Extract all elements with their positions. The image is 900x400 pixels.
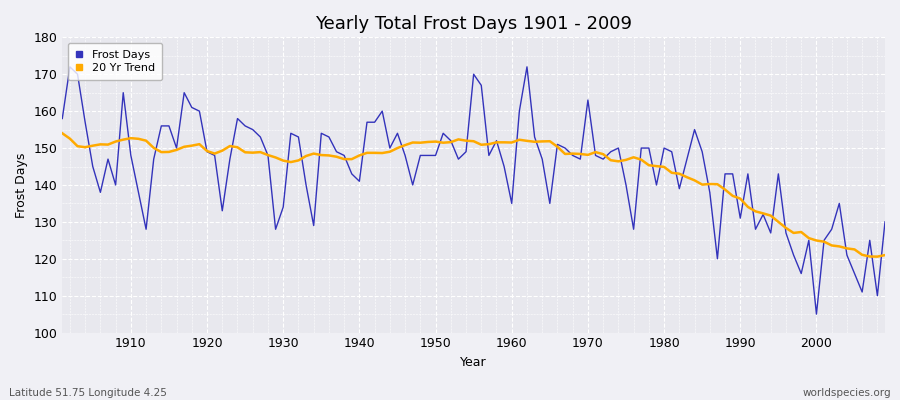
Legend: Frost Days, 20 Yr Trend: Frost Days, 20 Yr Trend [68, 43, 162, 80]
X-axis label: Year: Year [460, 356, 487, 369]
Title: Yearly Total Frost Days 1901 - 2009: Yearly Total Frost Days 1901 - 2009 [315, 15, 632, 33]
Y-axis label: Frost Days: Frost Days [15, 152, 28, 218]
Text: worldspecies.org: worldspecies.org [803, 388, 891, 398]
Text: Latitude 51.75 Longitude 4.25: Latitude 51.75 Longitude 4.25 [9, 388, 166, 398]
